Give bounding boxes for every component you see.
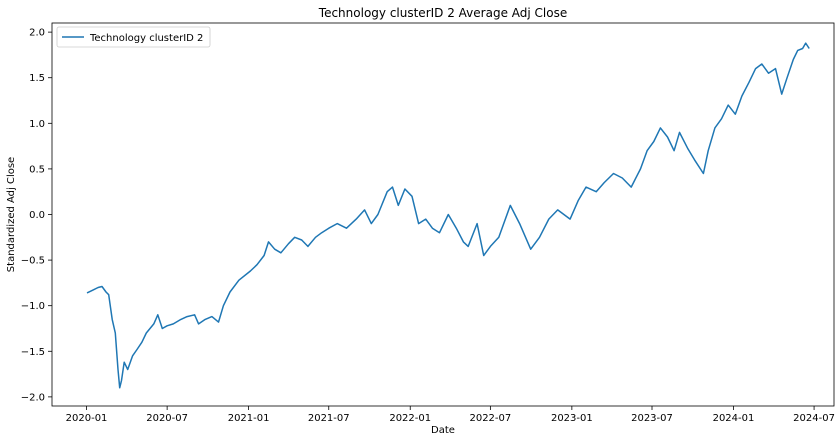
chart-title: Technology clusterID 2 Average Adj Close [318,6,567,20]
x-tick-label: 2020-07 [146,413,188,424]
x-tick-label: 2024-01 [713,413,755,424]
y-tick-label: 2.0 [29,28,45,39]
x-tick-label: 2021-07 [308,413,350,424]
x-tick-label: 2024-07 [793,413,835,424]
x-axis-label: Date [431,425,455,436]
x-tick-label: 2023-01 [551,413,593,424]
legend: Technology clusterID 2 [56,26,211,48]
series-line [86,42,810,389]
x-tick-label: 2022-07 [469,413,511,424]
y-tick-label: −1.5 [21,347,45,358]
plot-area-frame [51,22,835,407]
x-tick-label: 2020-01 [66,413,108,424]
legend-box [56,26,211,48]
y-tick-label: −2.0 [21,392,45,403]
y-tick-label: 0.0 [29,210,45,221]
y-tick-label: 0.5 [29,164,45,175]
x-axis: 2020-01 2020-07 2021-01 2021-07 2022-01 2022-… [66,406,835,424]
x-tick-label: 2022-01 [389,413,431,424]
y-axis: −2.0 −1.5 −1.0 −0.5 0.0 0.5 1.0 1.5 2.0 [21,28,52,403]
x-tick-label: 2023-07 [631,413,673,424]
series-layer [86,42,810,389]
y-tick-label: −0.5 [21,256,45,267]
y-tick-label: 1.0 [29,119,45,130]
y-tick-label: 1.5 [29,73,45,84]
legend-label: Technology clusterID 2 [89,33,203,44]
y-axis-label: Standardized Adj Close [6,157,17,272]
y-tick-label: −1.0 [21,301,45,312]
x-tick-label: 2021-01 [228,413,270,424]
